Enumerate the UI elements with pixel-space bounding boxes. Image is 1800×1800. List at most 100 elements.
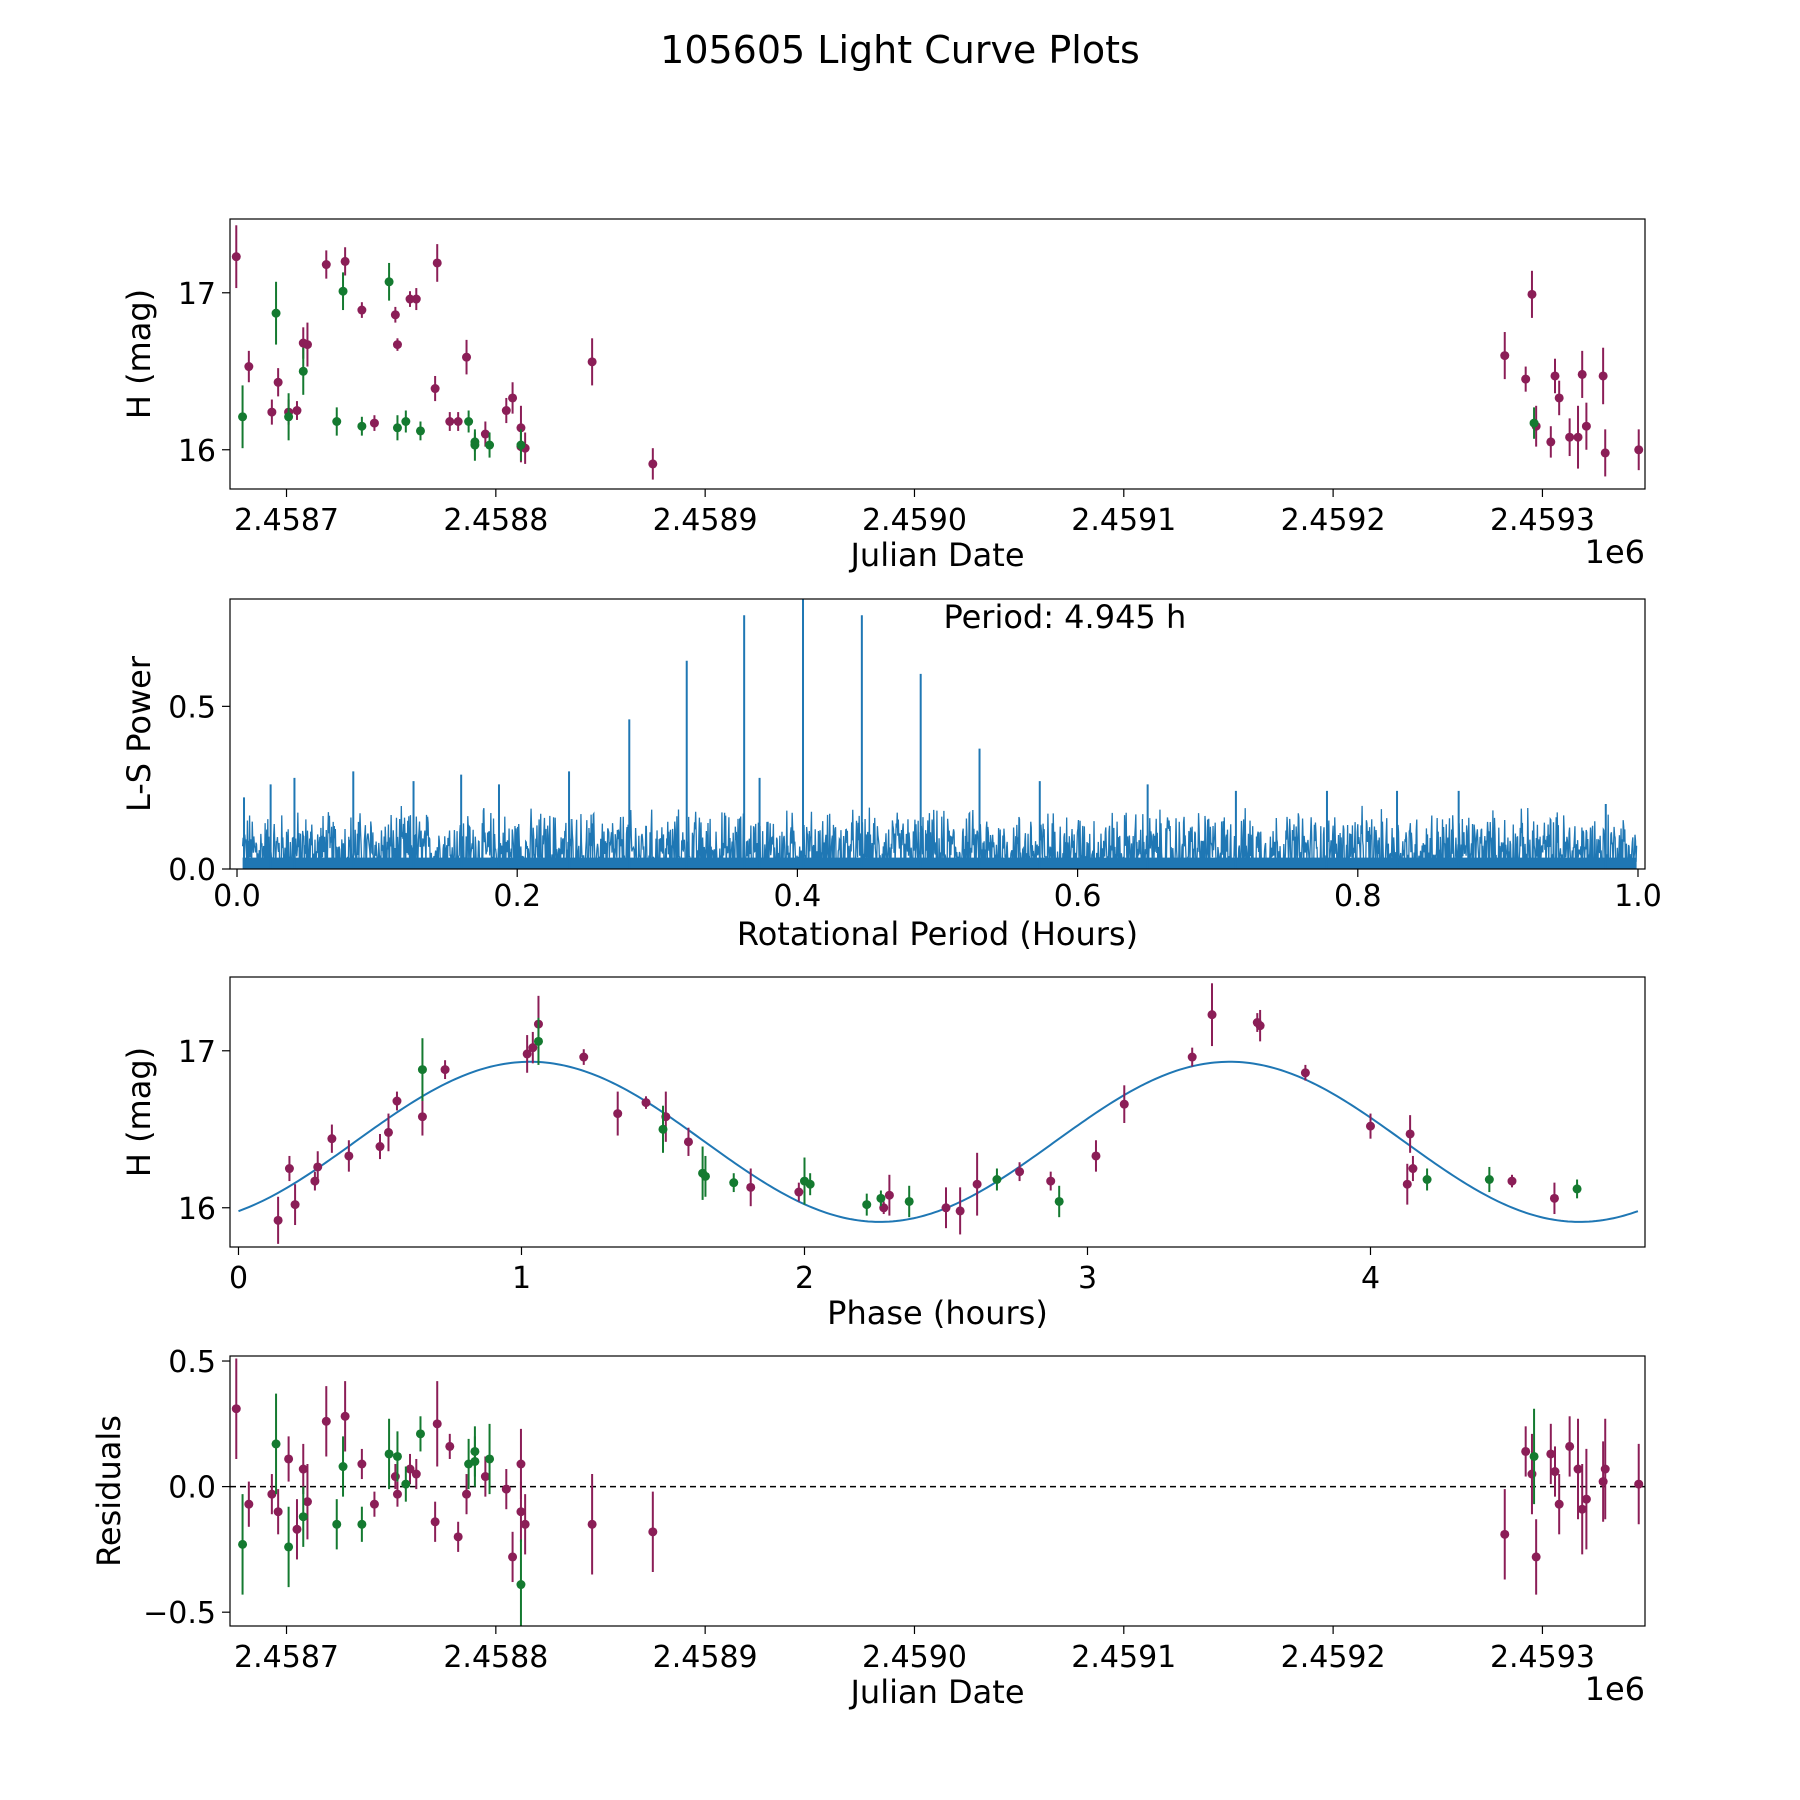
red-point (955, 1206, 965, 1216)
green-point (238, 1539, 248, 1549)
green-point (338, 1462, 348, 1472)
green-point (415, 426, 425, 436)
x-tick-label: 2.4590 (862, 1640, 967, 1675)
red-point (1546, 1449, 1556, 1459)
green-point (1422, 1175, 1432, 1184)
red-point (383, 1127, 393, 1137)
red-point (284, 1164, 294, 1174)
red-point (1521, 1446, 1531, 1456)
red-point (290, 1200, 300, 1210)
red-point (587, 1519, 597, 1529)
red-point (430, 384, 440, 394)
red-point (972, 1179, 982, 1189)
red-point (432, 258, 442, 268)
red-point (516, 423, 526, 433)
x-tick-label: 2.4587 (234, 1640, 339, 1675)
red-point (273, 377, 283, 387)
y-tick-label: 16 (178, 1192, 216, 1227)
phased-ticks: 0 1 2 3 4 16 17 (178, 1035, 1380, 1296)
phased-axes-frame (229, 976, 1646, 1248)
green-point (470, 437, 480, 447)
red-point (411, 1469, 421, 1479)
red-point (648, 1527, 658, 1537)
green-point (485, 440, 495, 450)
fit-curve (238, 1060, 1639, 1223)
green-point (485, 1454, 495, 1464)
red-point (284, 1454, 294, 1464)
red-point (884, 1190, 894, 1200)
red-point (302, 1497, 312, 1507)
green-point (298, 366, 308, 376)
red-point (1531, 1552, 1541, 1562)
red-point (340, 1411, 350, 1421)
green-point (470, 1456, 480, 1466)
red-point (1581, 1494, 1591, 1504)
x-tick-label: 2.4591 (1071, 503, 1176, 538)
green-point (876, 1193, 886, 1203)
red-point (1527, 1469, 1537, 1479)
x-tick-label: 0.0 (213, 879, 261, 914)
red-point (1598, 1477, 1608, 1487)
red-point (369, 1499, 379, 1509)
red-point (292, 406, 302, 416)
red-point (1300, 1068, 1310, 1078)
red-point (1549, 1193, 1559, 1203)
red-point (445, 1441, 455, 1451)
y-tick-label: 0.5 (168, 690, 216, 725)
residuals-offset-label: 1e6 (1585, 1670, 1645, 1708)
green-point (516, 440, 526, 450)
red-point (392, 1489, 402, 1499)
red-point (1015, 1167, 1025, 1177)
red-point (1598, 371, 1608, 381)
red-point (321, 260, 331, 270)
x-tick-label: 0.2 (493, 879, 541, 914)
red-point (1408, 1164, 1418, 1174)
phased-marks (238, 983, 1639, 1244)
green-point (238, 412, 248, 422)
green-point (805, 1179, 815, 1189)
residuals-xlabel: Julian Date (848, 1673, 1024, 1711)
red-point (1550, 371, 1560, 381)
period-annotation: Period: 4.945 h (943, 598, 1186, 636)
green-point (464, 417, 474, 426)
red-point (648, 459, 658, 469)
red-point (327, 1134, 337, 1144)
x-tick-label: 2.4592 (1281, 1640, 1386, 1675)
red-point (1600, 448, 1610, 458)
y-tick-label: −0.5 (143, 1596, 216, 1631)
periodogram-panel: 0.0 0.2 0.4 0.6 0.8 1.0 0.0 0.5 Rotational Peri… (120, 598, 1662, 953)
red-point (1554, 393, 1564, 403)
red-point (1550, 1467, 1560, 1477)
red-point (392, 340, 402, 350)
red-point (794, 1187, 804, 1197)
red-point (375, 1142, 385, 1152)
periodogram-ticks: 0.0 0.2 0.4 0.6 0.8 1.0 0.0 0.5 (168, 690, 1662, 914)
green-point (1054, 1196, 1064, 1206)
green-point (332, 1519, 342, 1529)
red-point (390, 1472, 400, 1482)
lightcurve-offset-label: 1e6 (1585, 533, 1645, 571)
residuals-axes-frame (229, 1355, 1646, 1627)
residuals-ticks: 2.4587 2.4588 2.4589 2.4590 2.4591 2.4592 2.45… (143, 1345, 1595, 1675)
red-point (1365, 1121, 1375, 1131)
red-point (1554, 1499, 1564, 1509)
green-point (862, 1200, 872, 1210)
x-tick-label: 2.4588 (443, 503, 548, 538)
red-point (508, 1552, 518, 1562)
red-point (1255, 1021, 1265, 1031)
phased-panel: 0 1 2 3 4 16 17 Phase (hours) H (mag) (120, 976, 1646, 1332)
green-point (658, 1124, 668, 1134)
green-point (284, 412, 294, 422)
periodogram-xlabel: Rotational Period (Hours) (737, 915, 1138, 953)
red-point (1521, 374, 1531, 384)
red-point (1600, 1464, 1610, 1474)
x-tick-label: 0 (229, 1261, 248, 1296)
red-point (1500, 351, 1510, 361)
phased-xlabel: Phase (hours) (827, 1294, 1048, 1332)
red-point (244, 362, 254, 372)
lightcurve-panel: 2.4587 2.4588 2.4589 2.4590 2.4591 2.4592 2.45… (120, 218, 1646, 574)
x-tick-label: 0.6 (1054, 879, 1102, 914)
red-point (405, 294, 415, 304)
red-point (683, 1137, 693, 1147)
x-tick-label: 3 (1078, 1261, 1097, 1296)
